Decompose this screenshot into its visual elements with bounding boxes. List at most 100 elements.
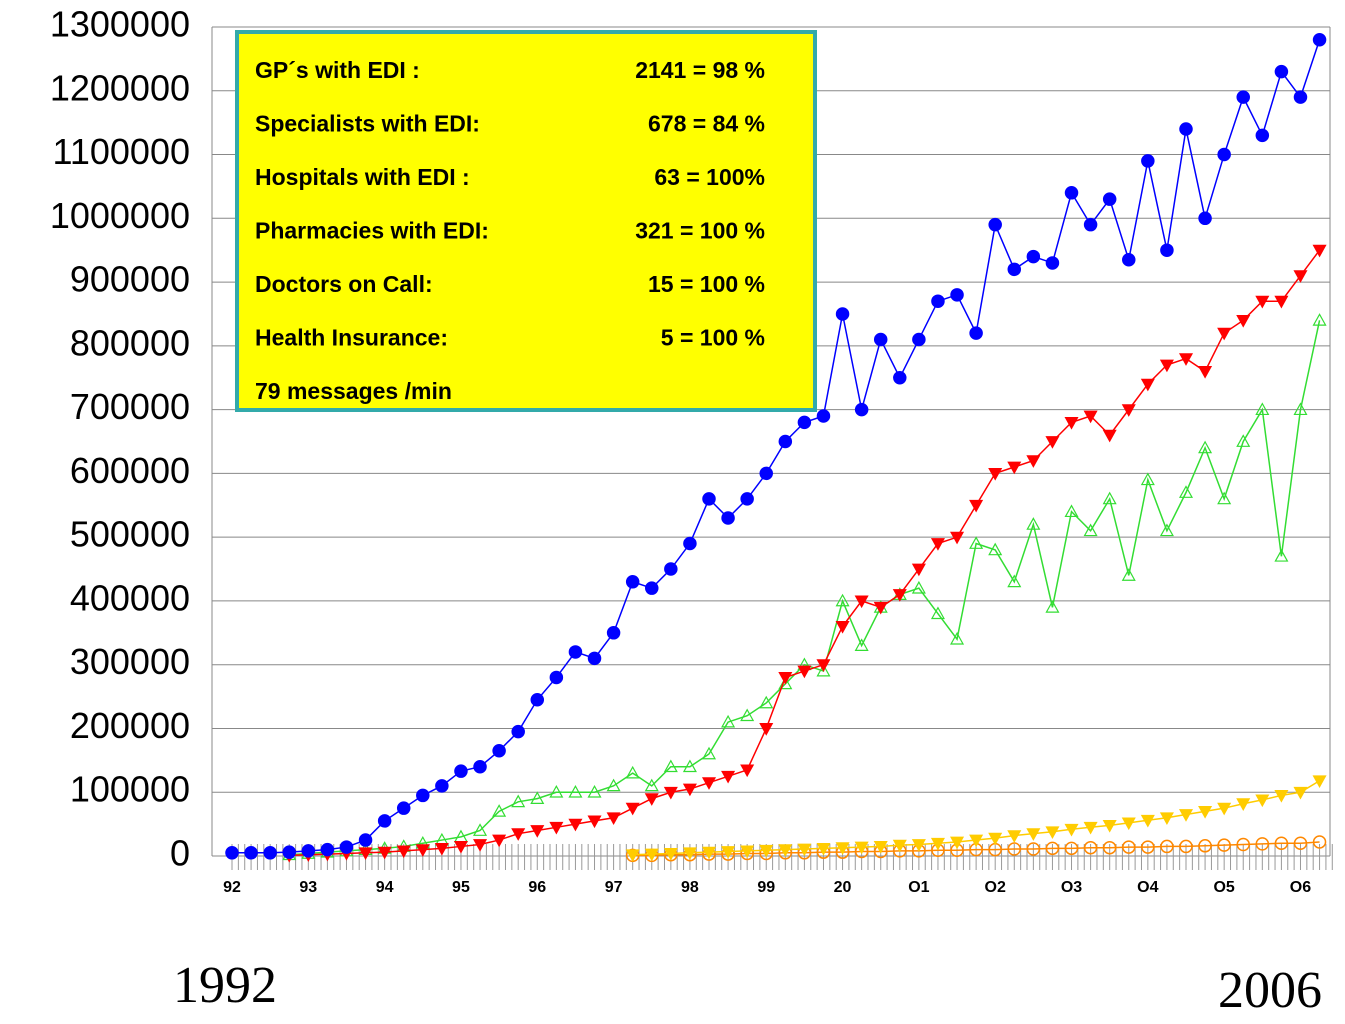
point	[1312, 33, 1327, 47]
point	[1141, 154, 1155, 168]
point	[797, 665, 812, 679]
annotation-box	[235, 30, 817, 412]
point	[625, 802, 640, 816]
point	[453, 841, 468, 854]
point	[225, 846, 239, 860]
point	[930, 837, 945, 851]
point	[625, 575, 640, 589]
point	[587, 651, 602, 666]
point	[835, 842, 850, 855]
x-tick-label: O1	[908, 879, 929, 896]
point	[912, 332, 926, 347]
y-tick-label: 400000	[70, 577, 190, 618]
point	[1236, 314, 1251, 328]
point	[1064, 841, 1079, 856]
point	[1045, 256, 1060, 270]
x-tick-label: O2	[985, 879, 1006, 896]
x-tick-label: 20	[834, 879, 852, 896]
point	[740, 845, 755, 859]
point	[1255, 837, 1270, 851]
point	[645, 581, 659, 595]
point	[473, 759, 487, 774]
point	[682, 783, 697, 797]
point	[663, 786, 678, 800]
point	[339, 840, 354, 854]
point	[1198, 211, 1212, 226]
point	[606, 812, 621, 825]
point	[930, 606, 945, 620]
point	[1122, 253, 1136, 267]
point	[1274, 836, 1289, 850]
point	[1293, 836, 1308, 850]
point	[682, 759, 697, 773]
point	[377, 846, 392, 860]
point	[1274, 64, 1289, 79]
point	[1007, 842, 1022, 856]
point	[568, 784, 583, 798]
point	[950, 836, 965, 850]
point	[950, 288, 964, 302]
point	[854, 841, 869, 855]
point	[1178, 485, 1194, 498]
point	[873, 841, 888, 854]
point	[1121, 404, 1136, 417]
point	[683, 536, 697, 551]
y-tick-label: 200000	[70, 705, 190, 746]
point	[1045, 826, 1060, 840]
point	[473, 839, 488, 852]
point	[1160, 839, 1174, 854]
point	[1083, 840, 1098, 855]
point	[1083, 217, 1098, 232]
point	[320, 842, 335, 857]
point	[1007, 262, 1022, 277]
annotation-value: 678 = 84 %	[648, 111, 765, 137]
point	[1236, 90, 1250, 104]
point	[740, 764, 755, 778]
y-tick-label: 700000	[70, 386, 190, 427]
point	[1236, 798, 1251, 811]
point	[434, 842, 449, 856]
point	[358, 833, 373, 847]
point	[778, 672, 793, 685]
point	[1102, 429, 1117, 443]
series	[625, 775, 1327, 862]
point	[664, 562, 678, 576]
point	[835, 621, 850, 634]
series	[282, 244, 1327, 863]
point	[1007, 461, 1022, 475]
point	[721, 511, 735, 525]
point	[244, 846, 258, 860]
point	[1140, 378, 1155, 392]
point	[1007, 830, 1022, 843]
y-tick-label: 1300000	[50, 4, 190, 45]
point	[644, 793, 659, 806]
x-tick-label: 93	[299, 879, 317, 896]
end-label: 2006	[1218, 962, 1322, 1019]
x-tick-label: 94	[376, 879, 394, 896]
x-tick-label: 97	[605, 879, 623, 896]
y-tick-label: 500000	[70, 514, 190, 555]
point	[701, 846, 717, 860]
point	[1083, 523, 1098, 537]
point	[873, 332, 888, 347]
series	[225, 33, 1327, 860]
point	[778, 676, 793, 690]
point	[492, 834, 507, 848]
point	[1064, 416, 1079, 430]
point	[549, 670, 564, 685]
point	[1064, 823, 1079, 837]
point	[1217, 491, 1232, 505]
point	[1198, 365, 1213, 379]
point	[835, 307, 850, 321]
y-tick-label: 900000	[70, 259, 190, 300]
point	[969, 499, 984, 513]
point	[1160, 243, 1174, 257]
point	[950, 531, 965, 545]
point	[892, 839, 907, 853]
point	[1159, 812, 1174, 825]
point	[988, 217, 1002, 232]
point	[1293, 270, 1308, 283]
point	[1064, 186, 1079, 200]
